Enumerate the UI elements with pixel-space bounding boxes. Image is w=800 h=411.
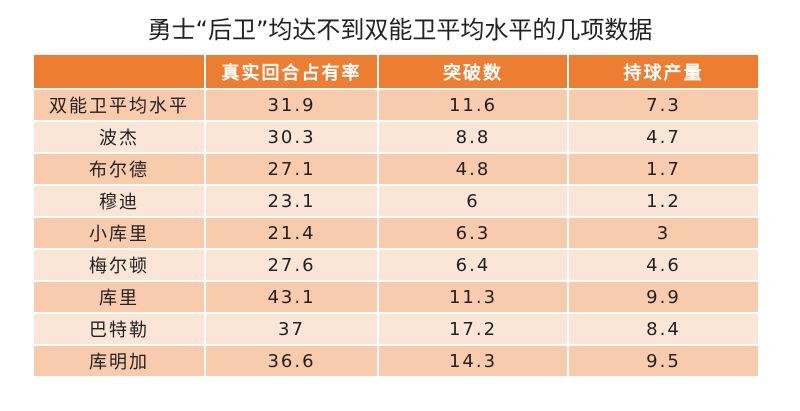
table-cell: 17.2 (378, 312, 569, 345)
table-row: 库里 43.1 11.3 9.9 (34, 280, 758, 313)
table-cell: 11.3 (378, 280, 569, 313)
table-cell: 6.4 (378, 248, 569, 281)
table-cell: 27.1 (205, 152, 379, 185)
table-cell: 8.8 (378, 120, 569, 153)
column-header: 真实回合占有率 (205, 55, 379, 89)
table-cell: 1.7 (568, 152, 758, 185)
column-header: 持球产量 (568, 55, 758, 89)
row-label: 小库里 (34, 216, 206, 249)
table-cell: 43.1 (205, 280, 379, 313)
table-cell: 37 (205, 312, 379, 345)
table-row: 梅尔顿 27.6 6.4 4.6 (34, 248, 758, 281)
table-cell: 4.6 (568, 248, 758, 281)
table-cell: 6 (378, 184, 569, 217)
table-row: 库明加 36.6 14.3 9.5 (34, 344, 758, 376)
table-row: 布尔德 27.1 4.8 1.7 (34, 152, 758, 185)
table-cell: 11.6 (378, 88, 569, 121)
table-cell: 30.3 (205, 120, 379, 153)
table-cell: 1.2 (568, 184, 758, 217)
row-label: 库里 (34, 280, 206, 313)
table-cell: 9.5 (568, 344, 758, 376)
column-header: 突破数 (378, 55, 569, 89)
table-cell: 7.3 (568, 88, 758, 121)
table-cell: 23.1 (205, 184, 379, 217)
table-row: 波杰 30.3 8.8 4.7 (34, 120, 758, 153)
row-label: 波杰 (34, 120, 206, 153)
data-table: 真实回合占有率 突破数 持球产量 双能卫平均水平 31.9 11.6 7.3 波… (34, 55, 758, 376)
table-cell: 36.6 (205, 344, 379, 376)
table-cell: 8.4 (568, 312, 758, 345)
chart-title: 勇士“后卫”均达不到双能卫平均水平的几项数据 (147, 16, 653, 44)
table-row: 小库里 21.4 6.3 3 (34, 216, 758, 249)
table-cell: 4.7 (568, 120, 758, 153)
table-cell: 27.6 (205, 248, 379, 281)
row-label: 库明加 (34, 344, 206, 376)
row-label: 布尔德 (34, 152, 206, 185)
table-cell: 14.3 (378, 344, 569, 376)
table-row: 巴特勒 37 17.2 8.4 (34, 312, 758, 345)
table-header-row: 真实回合占有率 突破数 持球产量 (34, 55, 758, 89)
table-row: 穆迪 23.1 6 1.2 (34, 184, 758, 217)
table-cell: 9.9 (568, 280, 758, 313)
column-header (34, 55, 206, 89)
row-label: 穆迪 (34, 184, 206, 217)
table-cell: 31.9 (205, 88, 379, 121)
row-label: 双能卫平均水平 (34, 88, 206, 121)
table-cell: 3 (568, 216, 758, 249)
table-row: 双能卫平均水平 31.9 11.6 7.3 (34, 88, 758, 121)
row-label: 巴特勒 (34, 312, 206, 345)
table-cell: 4.8 (378, 152, 569, 185)
table-cell: 21.4 (205, 216, 379, 249)
row-label: 梅尔顿 (34, 248, 206, 281)
table-cell: 6.3 (378, 216, 569, 249)
